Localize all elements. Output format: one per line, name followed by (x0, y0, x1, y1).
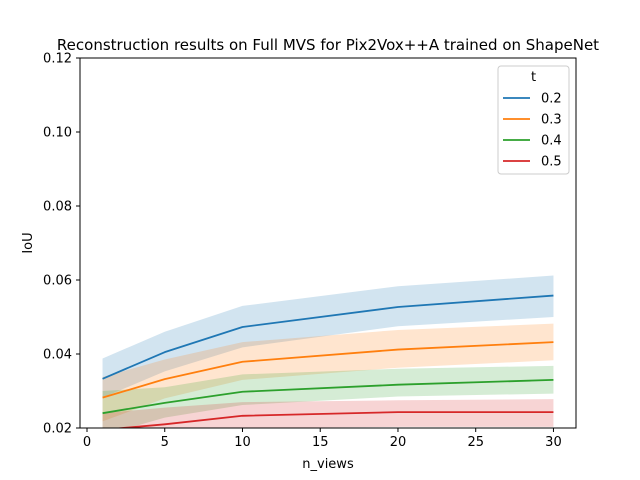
y-tick-label: 0.04 (43, 348, 72, 363)
y-tick-label: 0.12 (43, 52, 72, 67)
x-tick-label: 10 (234, 435, 251, 450)
y-tick-label: 0.10 (43, 126, 72, 141)
legend-title: t (531, 70, 536, 85)
chart-title: Reconstruction results on Full MVS for P… (57, 36, 599, 54)
legend-label-0.5: 0.5 (541, 155, 562, 170)
legend: t 0.2 0.3 0.4 0.5 (497, 65, 570, 175)
series-line-0.2 (102, 294, 554, 380)
plot-frame (79, 57, 577, 429)
legend-label-0.2: 0.2 (541, 92, 562, 107)
x-tick-label: 25 (467, 435, 484, 450)
y-tick-label: 0.08 (43, 200, 72, 215)
x-tick-label: 30 (545, 435, 562, 450)
series-line-0.4 (102, 379, 554, 415)
legend-label-0.3: 0.3 (541, 113, 562, 128)
x-tick-label: 5 (161, 435, 169, 450)
x-tick-label: 15 (312, 435, 329, 450)
y-tick-label: 0.06 (43, 274, 72, 289)
x-tick-label: 0 (83, 435, 91, 450)
series-line-0.5 (113, 411, 554, 428)
legend-label-0.4: 0.4 (541, 134, 562, 149)
y-tick-label: 0.02 (43, 422, 72, 437)
confidence-band-0.2 (102, 275, 554, 398)
x-tick-label: 20 (390, 435, 407, 450)
x-axis-label: n_views (302, 457, 354, 472)
series-line-0.3 (102, 341, 554, 399)
series-lines (102, 294, 554, 428)
confidence-band-0.4 (102, 365, 554, 428)
axes: 0 5 10 15 20 25 30 0.02 0.04 0.06 0.08 0.10 0.12 (43, 52, 577, 450)
y-axis-label: IoU (21, 232, 36, 253)
legend-box (497, 65, 570, 175)
